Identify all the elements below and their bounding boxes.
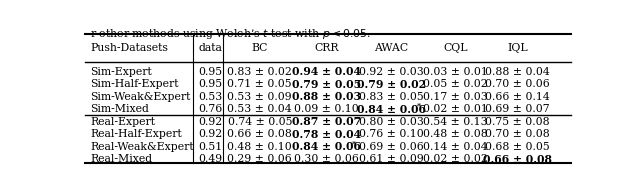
Text: 0.84 ± 0.06: 0.84 ± 0.06: [292, 141, 361, 152]
Text: 0.29 ± 0.06: 0.29 ± 0.06: [227, 154, 292, 164]
Text: 0.71 ± 0.05: 0.71 ± 0.05: [227, 79, 292, 89]
Text: 0.87 ± 0.07: 0.87 ± 0.07: [292, 116, 362, 127]
Text: 0.76: 0.76: [198, 104, 222, 114]
Text: 0.48 ± 0.10: 0.48 ± 0.10: [227, 142, 292, 152]
Text: 0.02 ± 0.02: 0.02 ± 0.02: [423, 154, 488, 164]
Text: 0.80 ± 0.03: 0.80 ± 0.03: [359, 117, 424, 127]
Text: 0.54 ± 0.13: 0.54 ± 0.13: [424, 117, 488, 127]
Text: 0.78 ± 0.04: 0.78 ± 0.04: [292, 129, 362, 140]
Text: 0.05 ± 0.02: 0.05 ± 0.02: [423, 79, 488, 89]
Text: 0.88 ± 0.03: 0.88 ± 0.03: [292, 91, 362, 102]
Text: 0.49: 0.49: [198, 154, 222, 164]
Text: 0.70 ± 0.06: 0.70 ± 0.06: [485, 79, 550, 89]
Text: Sim-Weak&Expert: Sim-Weak&Expert: [90, 92, 190, 102]
Text: 0.83 ± 0.05: 0.83 ± 0.05: [359, 92, 424, 102]
Text: 0.92: 0.92: [198, 117, 222, 127]
Text: r other methods using Welch’s $t$-test with $p < 0.05$.: r other methods using Welch’s $t$-test w…: [90, 27, 371, 41]
Text: Push-Datasets: Push-Datasets: [90, 43, 168, 53]
Text: 0.61 ± 0.09: 0.61 ± 0.09: [359, 154, 424, 164]
Text: IQL: IQL: [508, 43, 528, 53]
Text: Sim-Mixed: Sim-Mixed: [90, 104, 148, 114]
Text: 0.17 ± 0.03: 0.17 ± 0.03: [423, 92, 488, 102]
Text: 0.69 ± 0.07: 0.69 ± 0.07: [485, 104, 550, 114]
Text: 0.92: 0.92: [198, 129, 222, 139]
Text: Sim-Expert: Sim-Expert: [90, 67, 152, 77]
Text: 0.51: 0.51: [198, 142, 222, 152]
Text: 0.95: 0.95: [198, 79, 222, 89]
Text: CRR: CRR: [314, 43, 339, 53]
Text: 0.92 ± 0.03: 0.92 ± 0.03: [359, 67, 424, 77]
Text: 0.88 ± 0.04: 0.88 ± 0.04: [485, 67, 550, 77]
Text: 0.70 ± 0.08: 0.70 ± 0.08: [485, 129, 550, 139]
Text: Sim-Half-Expert: Sim-Half-Expert: [90, 79, 179, 89]
Text: 0.53 ± 0.04: 0.53 ± 0.04: [227, 104, 292, 114]
Text: *: *: [352, 140, 356, 147]
Text: 0.09 ± 0.10: 0.09 ± 0.10: [294, 104, 359, 114]
Text: 0.76 ± 0.10: 0.76 ± 0.10: [359, 129, 424, 139]
Text: 0.68 ± 0.05: 0.68 ± 0.05: [485, 142, 550, 152]
Text: 0.66 ± 0.08: 0.66 ± 0.08: [227, 129, 292, 139]
Text: 0.48 ± 0.08: 0.48 ± 0.08: [423, 129, 488, 139]
Text: AWAC: AWAC: [374, 43, 408, 53]
Text: Real-Half-Expert: Real-Half-Expert: [90, 129, 182, 139]
Text: 0.74 ± 0.05: 0.74 ± 0.05: [228, 117, 292, 127]
Text: CQL: CQL: [444, 43, 468, 53]
Text: 0.03 ± 0.01: 0.03 ± 0.01: [423, 67, 488, 77]
Text: 0.94 ± 0.04: 0.94 ± 0.04: [292, 66, 361, 77]
Text: 0.53 ± 0.09: 0.53 ± 0.09: [227, 92, 292, 102]
Text: 0.66 ± 0.08: 0.66 ± 0.08: [483, 154, 552, 165]
Text: 0.79 ± 0.05: 0.79 ± 0.05: [292, 79, 362, 90]
Text: 0.95: 0.95: [198, 67, 222, 77]
Text: BC: BC: [252, 43, 268, 53]
Text: 0.02 ± 0.01: 0.02 ± 0.01: [423, 104, 488, 114]
Text: data: data: [198, 43, 222, 53]
Text: 0.75 ± 0.08: 0.75 ± 0.08: [485, 117, 550, 127]
Text: 0.66 ± 0.14: 0.66 ± 0.14: [485, 92, 550, 102]
Text: Real-Mixed: Real-Mixed: [90, 154, 152, 164]
Text: 0.14 ± 0.04: 0.14 ± 0.04: [424, 142, 488, 152]
Text: Real-Expert: Real-Expert: [90, 117, 155, 127]
Text: 0.83 ± 0.02: 0.83 ± 0.02: [227, 67, 292, 77]
Text: 0.30 ± 0.06: 0.30 ± 0.06: [294, 154, 359, 164]
Text: Real-Weak&Expert: Real-Weak&Expert: [90, 142, 193, 152]
Text: *: *: [417, 102, 420, 110]
Text: 0.84 ± 0.06: 0.84 ± 0.06: [356, 104, 426, 115]
Text: 0.69 ± 0.06: 0.69 ± 0.06: [359, 142, 424, 152]
Text: 0.79 ± 0.02: 0.79 ± 0.02: [356, 79, 426, 90]
Text: 0.53: 0.53: [198, 92, 222, 102]
